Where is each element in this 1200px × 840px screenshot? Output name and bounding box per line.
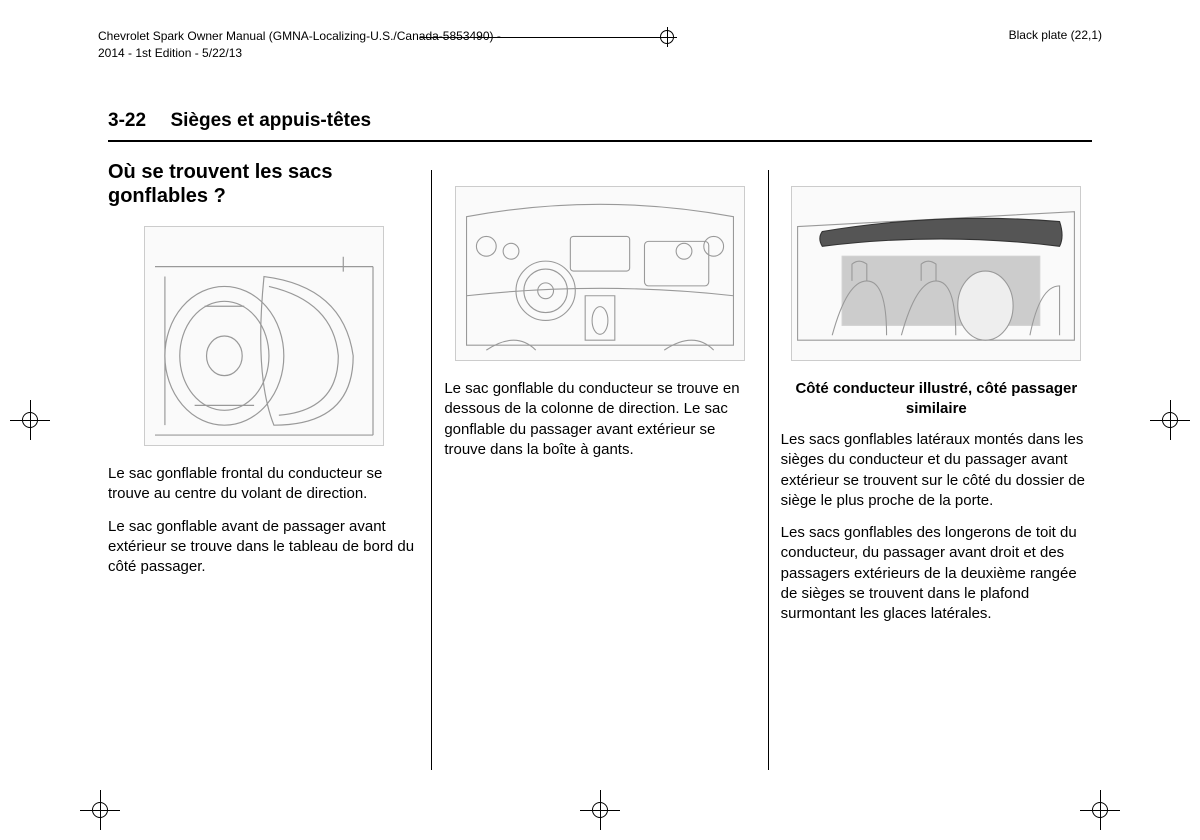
header-rule (420, 37, 660, 38)
illustration-steering-airbag (144, 226, 384, 446)
column-3: Côté conducteur illustré, côté passager … (769, 160, 1092, 780)
registration-cross-top (660, 30, 674, 44)
crop-mark-right (1150, 400, 1190, 440)
col1-heading: Où se trouvent les sacs gonflables ? (108, 160, 419, 208)
content-columns: Où se trouvent les sacs gonflables ? (108, 160, 1092, 780)
header-line2: 2014 - 1st Edition - 5/22/13 (98, 45, 501, 62)
col2-p1: Le sac gonflable du conducteur se trouve… (444, 379, 755, 460)
manual-page: Chevrolet Spark Owner Manual (GMNA-Local… (0, 0, 1200, 840)
section-header: 3-22 Sièges et appuis-têtes (108, 110, 1092, 142)
illustration-side-airbag (791, 186, 1081, 361)
col3-p2: Les sacs gonflables des longerons de toi… (781, 523, 1092, 624)
crop-mark-bottom-right (1080, 790, 1120, 830)
illustration-dashboard (455, 186, 745, 361)
header-plate: Black plate (22,1) (1009, 28, 1102, 62)
crop-mark-bottom-mid (580, 790, 620, 830)
column-1: Où se trouvent les sacs gonflables ? (108, 160, 431, 780)
header-left: Chevrolet Spark Owner Manual (GMNA-Local… (98, 28, 501, 62)
col3-caption: Côté conducteur illustré, côté passager … (781, 379, 1092, 418)
column-2: Le sac gonflable du conducteur se trouve… (432, 160, 767, 780)
col3-p1: Les sacs gonflables latéraux montés dans… (781, 430, 1092, 511)
section-number: 3-22 (108, 110, 146, 131)
col1-p1: Le sac gonflable frontal du conducteur s… (108, 464, 419, 505)
section-title: Sièges et appuis-têtes (170, 110, 371, 131)
crop-mark-bottom-left (80, 790, 120, 830)
crop-mark-left (10, 400, 50, 440)
page-header: Chevrolet Spark Owner Manual (GMNA-Local… (98, 28, 1102, 62)
col1-p2: Le sac gonflable avant de passager avant… (108, 517, 419, 578)
